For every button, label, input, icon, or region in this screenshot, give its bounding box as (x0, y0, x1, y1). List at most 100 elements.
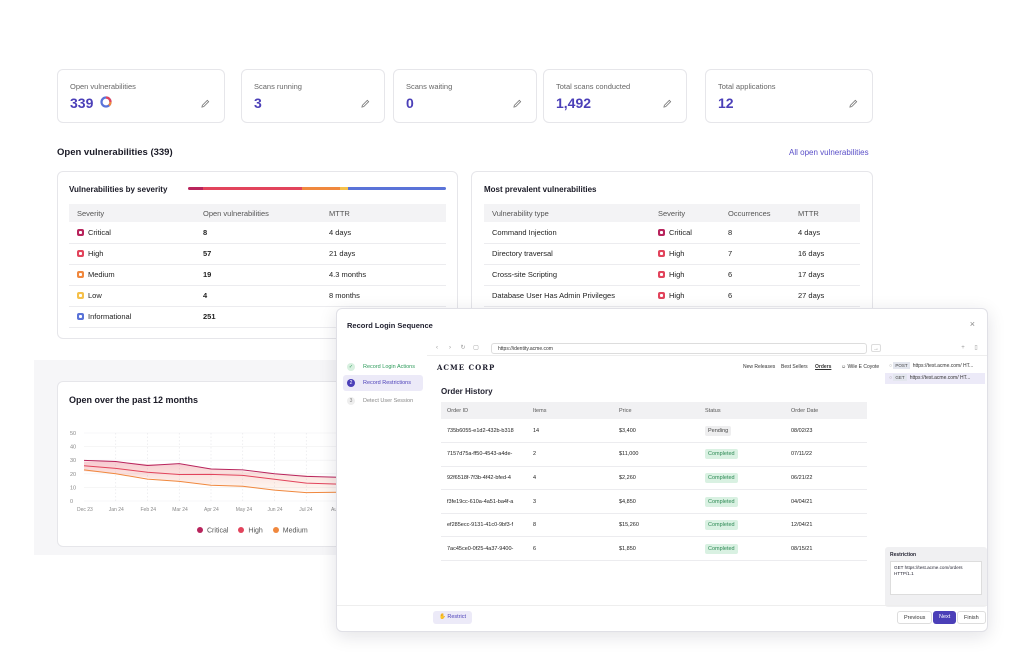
go-icon[interactable]: → (871, 344, 881, 352)
status-cell: Completed (699, 489, 785, 514)
orders-table: Order ID Items Price Status Order Date 7… (441, 402, 867, 562)
chart-title: Open over the past 12 months (69, 395, 199, 405)
stat-card-scans-waiting[interactable]: Scans waiting 0 (393, 69, 537, 123)
step-detect-session[interactable]: 3 Detect User Session (343, 393, 423, 409)
order-id-link[interactable]: 735b6055-e1d2-432b-b318 (441, 419, 527, 444)
table-row[interactable]: High 57 21 days (69, 243, 446, 265)
occurrences-cell: 6 (720, 264, 790, 286)
stat-card-total-apps[interactable]: Total applications 12 (705, 69, 873, 123)
vuln-type-link[interactable]: Command Injection (484, 222, 650, 244)
all-open-vulns-link[interactable]: All open vulnerabilities (789, 148, 869, 157)
stat-card-total-scans[interactable]: Total scans conducted 1,492 (543, 69, 687, 123)
user-icon: ☺ (841, 364, 848, 370)
table-row[interactable]: f3fe19cc-610a-4a51-ba4f-a 3 $4,850 Complete… (441, 489, 867, 514)
step-record-restrictions[interactable]: 2 Record Restrictions (343, 375, 423, 391)
legend-item: High (238, 527, 263, 535)
table-row[interactable]: Critical 8 4 days (69, 222, 446, 244)
stat-label: Total applications (718, 82, 776, 91)
order-id-link[interactable]: 7157d75a-ff50-4543-a4de- (441, 442, 527, 467)
trash-icon[interactable]: ▯ (974, 345, 978, 351)
modal-footer-divider (337, 605, 987, 606)
x-tick-label: May 24 (236, 507, 253, 513)
vuln-type-link[interactable]: Database User Has Admin Privileges (484, 285, 650, 307)
table-row[interactable]: Low 4 8 months (69, 285, 446, 307)
edit-icon[interactable] (849, 99, 858, 108)
x-tick-label: Apr 24 (204, 507, 219, 513)
order-id-link[interactable]: 92f6518f-7f3b-4f42-bfed-4 (441, 466, 527, 491)
step-number: 2 (347, 379, 355, 387)
stat-card-scans-running[interactable]: Scans running 3 (241, 69, 385, 123)
order-id-link[interactable]: ef285ecc-9131-41c0-9bf3-f (441, 513, 527, 538)
table-row[interactable]: 7157d75a-ff50-4543-a4de- 2 $11,000 Complete… (441, 442, 867, 467)
previous-button[interactable]: Previous (897, 611, 933, 624)
col-header: Vulnerability type (484, 204, 650, 222)
trend-chart: 0 10 20 30 40 50 Dec 23 Jan 24 Feb 24 Mar 24 Apr 2… (70, 431, 340, 513)
items-cell: 4 (527, 466, 613, 491)
severity-cell: High (650, 285, 720, 307)
next-button[interactable]: Next (933, 611, 957, 624)
request-item-post[interactable]: ○ POST https://test.acme.com/ HT... (889, 362, 974, 369)
reload-icon[interactable]: ↻ (460, 345, 466, 351)
url-input[interactable]: https://identity.acme.com (491, 343, 867, 354)
edit-icon[interactable] (201, 99, 210, 108)
stat-card-open-vulns[interactable]: Open vulnerabilities 339 (57, 69, 225, 123)
table-row[interactable]: 735b6055-e1d2-432b-b318 14 $3,400 Pending 08… (441, 419, 867, 444)
close-icon[interactable]: × (969, 319, 975, 329)
status-badge: Completed (705, 496, 738, 507)
col-header: Status (699, 402, 785, 419)
edit-icon[interactable] (361, 99, 370, 108)
site-nav-best-sellers[interactable]: Best Sellers (781, 364, 808, 370)
step-record-login-actions[interactable]: ✓ Record Login Actions (347, 363, 415, 371)
items-cell: 8 (527, 513, 613, 538)
x-tick-label: Jun 24 (268, 507, 283, 513)
restrict-button[interactable]: ✋ Restrict (433, 611, 473, 624)
finish-button[interactable]: Finish (957, 611, 986, 624)
order-id-link[interactable]: 7ac45ce0-0f25-4a37-9400- (441, 536, 527, 562)
step-number: 3 (347, 397, 355, 405)
site-nav-user[interactable]: ☺ Wile E Coyote (841, 364, 880, 370)
status-badge: Completed (705, 449, 738, 460)
site-nav-new-releases[interactable]: New Releases (743, 364, 776, 370)
order-id-link[interactable]: f3fe19cc-610a-4a51-ba4f-a (441, 489, 527, 514)
col-header: Occurrences (720, 204, 790, 222)
count-cell: 8 (195, 222, 321, 244)
severity-cell: High (69, 243, 195, 265)
table-row[interactable]: Cross-site Scripting High 6 17 days (484, 264, 860, 286)
table-row[interactable]: Database User Has Admin Privileges High 6 2… (484, 285, 860, 307)
bookmark-icon[interactable]: ▢ (473, 345, 479, 351)
vuln-type-link[interactable]: Cross-site Scripting (484, 264, 650, 286)
restriction-box: Restriction GET https://test.acme.com/or… (885, 547, 987, 607)
site-nav-orders[interactable]: Orders (815, 364, 832, 370)
y-tick-label: 50 (70, 431, 76, 437)
mttr-cell: 4 days (321, 222, 446, 244)
legend-item: Critical (197, 527, 228, 535)
table-row[interactable]: Command Injection Critical 8 4 days (484, 222, 860, 244)
stat-value: 3 (254, 95, 262, 111)
price-cell: $11,000 (613, 442, 699, 467)
request-item-get[interactable]: ○ GET https://test.acme.com/ HT... (885, 373, 985, 384)
table-row[interactable]: ef285ecc-9131-41c0-9bf3-f 8 $15,260 Complet… (441, 513, 867, 538)
vuln-type-link[interactable]: Directory traversal (484, 243, 650, 265)
items-cell: 6 (527, 536, 613, 562)
severity-icon (77, 313, 84, 320)
edit-icon[interactable] (663, 99, 672, 108)
series-line-medium (83, 469, 339, 494)
hand-icon: ✋ (439, 614, 448, 620)
date-cell: 04/04/21 (785, 489, 867, 514)
table-row[interactable]: 7ac45ce0-0f25-4a37-9400- 6 $1,850 Completed… (441, 536, 867, 562)
table-row[interactable]: Directory traversal High 7 16 days (484, 243, 860, 265)
order-history-title: Order History (441, 387, 493, 396)
col-header: Severity (650, 204, 720, 222)
edit-icon[interactable] (513, 99, 522, 108)
col-header: Price (613, 402, 699, 419)
back-icon[interactable]: ‹ (436, 345, 438, 351)
add-icon[interactable]: + (961, 345, 965, 351)
restriction-body[interactable]: GET https://test.acme.com/orders HTTP/1.… (890, 561, 982, 595)
table-row[interactable]: 92f6518f-7f3b-4f42-bfed-4 4 $2,260 Complete… (441, 466, 867, 491)
forward-icon[interactable]: › (449, 345, 451, 351)
check-icon: ✓ (347, 363, 355, 371)
col-header: Open vulnerabilities (195, 204, 321, 222)
table-row[interactable]: Medium 19 4.3 months (69, 264, 446, 286)
y-tick-label: 10 (70, 485, 76, 491)
x-tick-label: Dec 23 (77, 507, 93, 513)
